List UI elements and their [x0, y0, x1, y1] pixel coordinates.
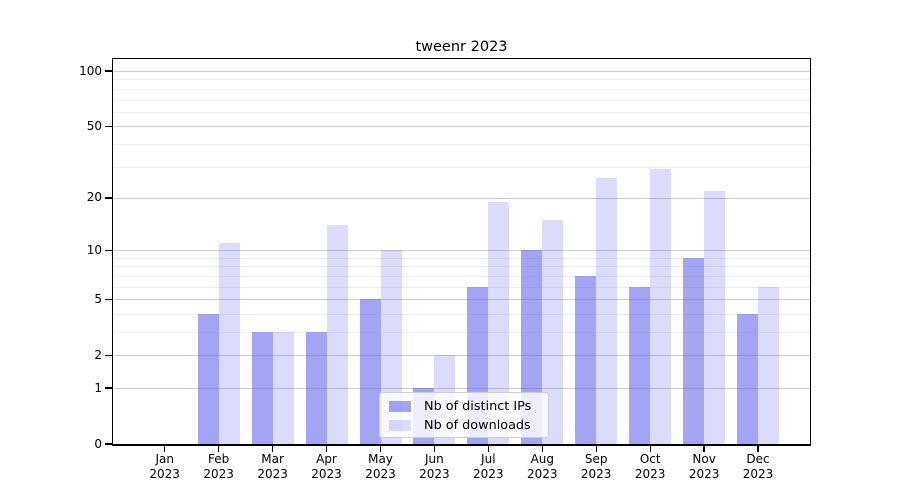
y-tick-label: 20 — [86, 190, 102, 205]
bar-distinct-ips-oct — [629, 286, 651, 444]
y-tick-mark — [105, 443, 112, 445]
gridline-minor — [113, 275, 810, 277]
y-tick-mark — [105, 70, 112, 72]
y-tick-mark — [105, 197, 112, 199]
x-tick-label: Nov 2023 — [688, 452, 720, 481]
x-tick-label: Mar 2023 — [257, 452, 288, 481]
x-tick-label: Oct 2023 — [634, 452, 666, 481]
x-tick-label: Aug 2023 — [527, 452, 558, 481]
gridline-minor — [113, 166, 810, 168]
bar-downloads-apr — [326, 225, 348, 444]
x-tick-label: Jan 2023 — [149, 452, 180, 481]
bar-downloads-nov — [704, 190, 726, 444]
bar-distinct-ips-dec — [737, 313, 758, 444]
x-tick-label: Dec 2023 — [742, 452, 774, 481]
bar-downloads-sep — [596, 177, 618, 444]
bar-distinct-ips-nov — [683, 257, 705, 444]
x-tick-mark — [217, 445, 220, 452]
plot-spine-top — [111, 57, 812, 60]
plot-spine-left — [111, 57, 114, 446]
plot-spine-bottom — [111, 444, 812, 446]
bar-downloads-oct — [650, 169, 672, 444]
y-tick-mark — [105, 125, 112, 127]
gridline-major — [113, 71, 810, 72]
y-tick-label: 0 — [94, 436, 102, 451]
x-tick-label: Jul 2023 — [473, 452, 504, 481]
x-tick-mark — [271, 445, 274, 452]
gridline-minor — [113, 111, 810, 113]
y-tick-mark — [105, 354, 112, 356]
y-tick-label: 2 — [94, 347, 102, 362]
legend-swatch-downloads — [389, 419, 411, 431]
gridline-minor — [113, 313, 810, 315]
legend: Nb of distinct IPs Nb of downloads — [379, 392, 549, 438]
x-tick-label: Apr 2023 — [311, 452, 342, 481]
gridline-minor — [113, 266, 810, 268]
gridline-minor — [113, 332, 810, 333]
legend-label-downloads: Nb of downloads — [424, 417, 531, 433]
gridline-major — [113, 126, 810, 128]
gridline-minor — [113, 286, 810, 288]
bar-distinct-ips-mar — [251, 332, 273, 444]
gridline-minor — [113, 79, 810, 81]
y-tick-label: 5 — [94, 291, 102, 306]
bar-downloads-mar — [272, 332, 294, 444]
gridline-major — [113, 250, 810, 252]
chart-title: tweenr 2023 — [415, 39, 508, 55]
bar-distinct-ips-feb — [197, 313, 219, 444]
y-tick-label: 50 — [86, 118, 102, 133]
plot-spine-right — [809, 57, 812, 446]
x-tick-mark — [433, 445, 436, 452]
plot-area: Nb of distinct IPs Nb of downloads — [113, 59, 810, 444]
bar-distinct-ips-may — [359, 299, 381, 444]
x-tick-mark — [487, 445, 489, 452]
x-tick-mark — [325, 445, 328, 452]
y-tick-mark — [105, 387, 112, 389]
x-tick-mark — [379, 445, 382, 452]
y-tick-mark — [105, 298, 112, 300]
gridline-major — [113, 299, 810, 301]
x-tick-mark — [541, 445, 543, 452]
x-tick-label: May 2023 — [365, 452, 396, 481]
x-tick-mark — [757, 445, 759, 452]
x-tick-mark — [703, 445, 705, 452]
gridline-major — [113, 355, 810, 357]
x-tick-mark — [164, 445, 166, 452]
gridline-minor — [113, 88, 810, 90]
legend-swatch-distinct-ips — [389, 401, 411, 413]
y-tick-label: 10 — [86, 242, 102, 257]
x-tick-label: Sep 2023 — [580, 452, 612, 481]
bar-distinct-ips-sep — [575, 275, 597, 444]
bar-downloads-feb — [218, 243, 240, 444]
x-tick-label: Jun 2023 — [419, 452, 450, 481]
x-tick-mark — [595, 445, 597, 452]
bar-downloads-aug — [542, 219, 564, 444]
legend-label-distinct-ips: Nb of distinct IPs — [424, 399, 532, 415]
x-tick-mark — [649, 445, 651, 452]
bar-downloads-dec — [758, 286, 779, 444]
y-tick-label: 1 — [94, 380, 102, 395]
bar-distinct-ips-apr — [305, 332, 327, 444]
gridline-major — [113, 388, 810, 389]
y-tick-mark — [105, 249, 112, 251]
legend-item-distinct-ips: Nb of distinct IPs — [389, 398, 539, 417]
x-tick-label: Feb 2023 — [203, 452, 234, 481]
gridline-minor — [113, 143, 810, 145]
bar-downloads-jul — [488, 201, 510, 444]
legend-item-downloads: Nb of downloads — [389, 416, 539, 435]
y-tick-label: 100 — [79, 63, 102, 78]
gridline-major — [113, 197, 810, 199]
gridline-minor — [113, 257, 810, 259]
gridline-minor — [113, 99, 810, 101]
